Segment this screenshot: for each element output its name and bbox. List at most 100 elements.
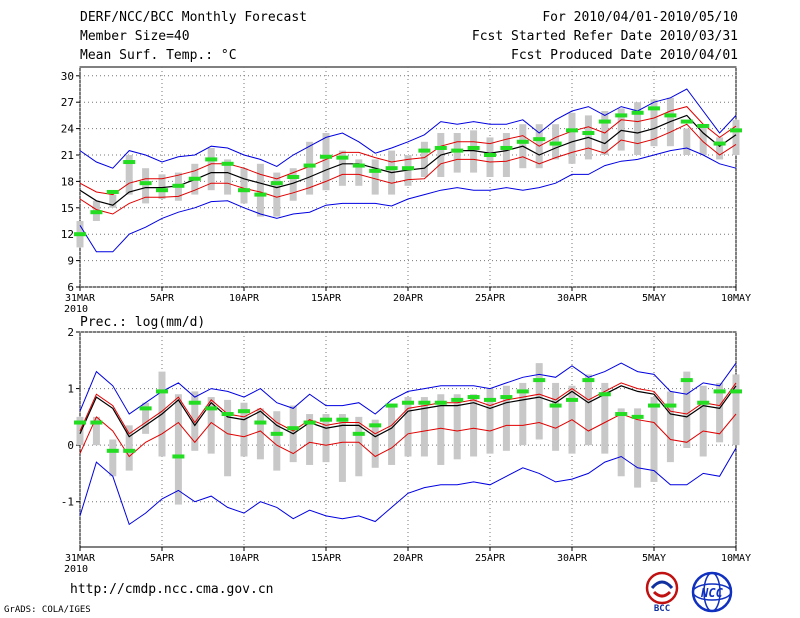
website-url[interactable]: http://cmdp.ncc.cma.gov.cn bbox=[70, 582, 274, 597]
prec-obs-marker bbox=[500, 395, 513, 400]
prec-box-bar bbox=[699, 385, 707, 457]
prec-obs-marker bbox=[385, 403, 398, 408]
prec-obs-marker bbox=[418, 400, 431, 405]
temp-obs-marker bbox=[533, 137, 546, 142]
prec-box-bar bbox=[322, 414, 330, 463]
prec-box-bar bbox=[420, 397, 428, 457]
prec-obs-marker bbox=[566, 397, 578, 402]
temp-upper-spread-line bbox=[79, 106, 737, 196]
precipitation-panel: -1 0 1 2 31MAR 5APR 10APR 15APR 20APR 25APR 30APR 5… bbox=[61, 315, 751, 575]
prec-box-bar bbox=[666, 391, 674, 463]
temp-obs-marker bbox=[500, 145, 513, 150]
temp-obs-marker bbox=[484, 153, 496, 157]
prec-box-bar bbox=[256, 408, 264, 460]
temp-box-bar bbox=[224, 159, 232, 195]
temp-obs-marker bbox=[516, 139, 529, 144]
temp-obs-marker bbox=[320, 154, 332, 159]
bcc-logo: BCC bbox=[645, 571, 679, 614]
prec-x-tick-label: 5APR bbox=[150, 553, 175, 564]
temp-min-line bbox=[79, 147, 737, 253]
temp-box-bar bbox=[338, 150, 346, 186]
temp-y-tick-label: 18 bbox=[61, 175, 74, 188]
temp-box-bar bbox=[142, 168, 150, 204]
prec-obs-marker bbox=[270, 431, 283, 436]
temp-obs-marker bbox=[156, 188, 168, 193]
bcc-logo-text: BCC bbox=[654, 604, 670, 614]
prec-obs-marker bbox=[402, 400, 414, 405]
temp-obs-marker bbox=[303, 163, 316, 168]
temp-y-tick-label: 15 bbox=[61, 202, 74, 215]
prec-min-line bbox=[79, 447, 737, 526]
temp-y-tick-label: 21 bbox=[61, 149, 74, 162]
prec-box-bar bbox=[371, 419, 379, 468]
prec-year-label: 2010 bbox=[64, 564, 88, 575]
temp-y-tick-label: 27 bbox=[61, 96, 74, 109]
temp-obs-marker bbox=[106, 189, 119, 194]
prec-box-bar bbox=[109, 439, 117, 477]
prec-box-bar bbox=[142, 402, 150, 434]
temp-obs-marker bbox=[139, 181, 152, 186]
prec-y-tick-label: 1 bbox=[67, 383, 74, 396]
prec-obs-marker bbox=[369, 423, 382, 428]
forecast-period: For 2010/04/01-2010/05/10 bbox=[542, 10, 738, 25]
prec-box-bar bbox=[470, 394, 478, 457]
prec-obs-marker bbox=[320, 417, 332, 422]
temp-box-bar bbox=[683, 128, 691, 155]
temp-box-bar bbox=[306, 141, 314, 195]
prec-box-bar bbox=[519, 382, 527, 446]
prec-box-bar bbox=[683, 371, 691, 448]
produced-date: Fcst Produced Date 2010/04/01 bbox=[511, 48, 738, 63]
temp-obs-marker bbox=[402, 166, 414, 171]
prec-obs-marker bbox=[221, 412, 234, 417]
temp-obs-marker bbox=[615, 113, 628, 118]
temp-x-tick-label: 15APR bbox=[311, 293, 342, 304]
prec-x-tick-label: 20APR bbox=[393, 553, 424, 564]
prec-box-bar bbox=[174, 394, 182, 505]
prec-obs-marker bbox=[697, 400, 710, 405]
prec-box-bar bbox=[535, 363, 543, 440]
temp-box-bar bbox=[371, 159, 379, 195]
temp-box-bar bbox=[420, 141, 428, 177]
temp-obs-marker bbox=[172, 183, 185, 188]
temp-obs-marker bbox=[451, 148, 464, 153]
temp-obs-marker bbox=[123, 160, 136, 165]
prec-obs-marker bbox=[598, 392, 611, 397]
temp-box-bar bbox=[650, 99, 658, 147]
prec-obs-marker bbox=[238, 409, 250, 414]
prec-obs-marker bbox=[648, 403, 660, 408]
prec-obs-marker bbox=[713, 389, 726, 394]
prec-box-bar bbox=[404, 397, 412, 457]
temp-box-bar bbox=[617, 108, 625, 151]
temp-obs-marker bbox=[90, 210, 103, 215]
temp-obs-marker bbox=[270, 181, 283, 186]
temp-obs-marker bbox=[582, 131, 595, 135]
temp-obs-marker bbox=[713, 141, 726, 146]
temp-obs-marker bbox=[287, 175, 300, 179]
prec-box-bar bbox=[355, 416, 363, 477]
prec-box-bar bbox=[437, 394, 445, 465]
temp-box-bar bbox=[634, 102, 642, 155]
temp-x-tick-label: 30APR bbox=[557, 293, 588, 304]
prec-box-bar bbox=[338, 414, 346, 482]
temp-obs-marker bbox=[336, 155, 349, 160]
prec-x-tick-label: 31MAR bbox=[65, 553, 96, 564]
prec-y-tick-label: 2 bbox=[67, 326, 74, 339]
prec-panel-title: Prec.: log(mm/d) bbox=[80, 315, 205, 330]
temp-obs-marker bbox=[418, 148, 431, 153]
prec-obs-marker bbox=[74, 420, 86, 425]
prec-obs-marker bbox=[549, 403, 562, 408]
prec-box-bar bbox=[584, 374, 592, 446]
prec-x-tick-label: 30APR bbox=[557, 553, 588, 564]
temp-box-bar bbox=[699, 124, 707, 155]
prec-box-bar bbox=[732, 374, 740, 446]
prec-box-bar bbox=[191, 391, 199, 451]
temp-lower-spread-line bbox=[79, 123, 737, 215]
prec-max-line bbox=[79, 362, 737, 415]
prec-obs-marker bbox=[484, 397, 496, 402]
temp-obs-marker bbox=[664, 113, 677, 118]
prec-mean-line bbox=[79, 385, 737, 438]
temp-obs-marker bbox=[74, 232, 86, 237]
temp-obs-marker bbox=[566, 128, 578, 133]
prec-box-bar bbox=[125, 425, 133, 471]
temp-obs-marker bbox=[730, 128, 742, 133]
